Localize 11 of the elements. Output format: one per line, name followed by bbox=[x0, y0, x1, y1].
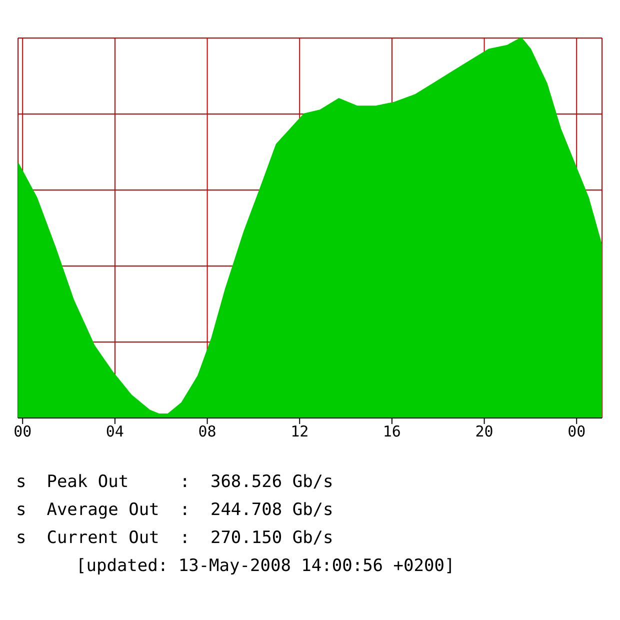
x-tick-label: 04 bbox=[106, 422, 124, 441]
x-tick-label: 00 bbox=[14, 422, 32, 441]
text: s Peak Out : 368.526 Gb/s bbox=[16, 471, 334, 494]
text: s Average Out : 244.708 Gb/s bbox=[16, 499, 334, 522]
x-tick-label: 12 bbox=[290, 422, 309, 441]
text: s Current Out : 270.150 Gb/s bbox=[16, 527, 334, 550]
x-tick-label: 08 bbox=[198, 422, 216, 441]
x-tick-label: 20 bbox=[475, 422, 494, 441]
text: [updated: 13-May-2008 14:00:56 +0200] bbox=[76, 555, 456, 578]
x-tick-label: 00 bbox=[568, 422, 586, 441]
x-tick-label: 16 bbox=[382, 422, 401, 441]
